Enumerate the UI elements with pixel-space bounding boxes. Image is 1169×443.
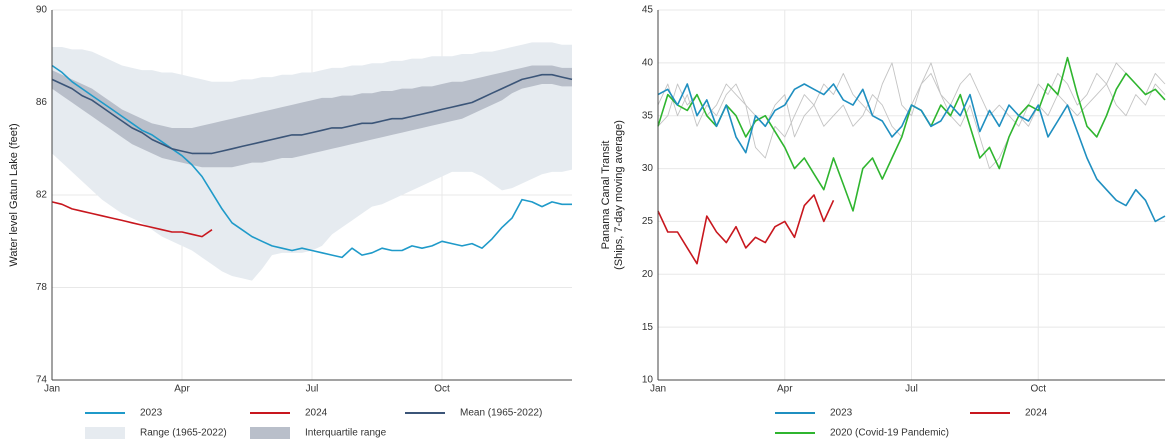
- legend-label: 2023: [830, 408, 853, 419]
- legend-label: Mean (1965-2022): [460, 408, 542, 419]
- series-line: [51, 73, 573, 155]
- series-line: [657, 62, 1166, 138]
- x-tick-label: Jan: [44, 384, 60, 395]
- x-tick-label: Apr: [777, 384, 793, 395]
- y-tick-label: 74: [36, 375, 48, 386]
- y-tick-label: 45: [642, 5, 654, 16]
- series-line: [657, 83, 1166, 223]
- y-tick-label: 30: [642, 163, 654, 174]
- y-tick-label: 86: [36, 97, 48, 108]
- y-tick-label: 25: [642, 216, 654, 227]
- y-tick-label: 10: [642, 375, 654, 386]
- legend-swatch: [85, 427, 125, 439]
- y-tick-label: 78: [36, 282, 48, 293]
- y-tick-label: 40: [642, 57, 654, 68]
- y-tick-label: 35: [642, 110, 654, 121]
- series-line: [657, 194, 835, 265]
- y-axis-label: (Ships, 7-day moving average): [613, 120, 625, 270]
- y-tick-label: 15: [642, 322, 654, 333]
- legend-label: 2024: [305, 408, 328, 419]
- legend-label: 2020 (Covid-19 Pandemic): [830, 428, 949, 439]
- legend-label: 2024: [1025, 408, 1048, 419]
- y-axis-label: Water level Gatun Lake (feet): [8, 123, 20, 266]
- x-tick-label: Jul: [306, 384, 319, 395]
- legend-label: Interquartile range: [305, 428, 387, 439]
- series-line: [51, 201, 213, 238]
- band-area: [52, 65, 572, 168]
- y-tick-label: 90: [36, 5, 48, 16]
- legend-label: Range (1965-2022): [140, 428, 227, 439]
- series-line: [51, 64, 572, 259]
- y-axis-label: Panama Canal Transit: [600, 141, 612, 250]
- y-tick-label: 20: [642, 269, 654, 280]
- legend-swatch: [250, 427, 290, 439]
- legend-label: 2023: [140, 408, 163, 419]
- x-tick-label: Oct: [1030, 384, 1046, 395]
- y-tick-label: 82: [36, 190, 48, 201]
- x-tick-label: Jul: [905, 384, 918, 395]
- x-tick-label: Oct: [434, 384, 450, 395]
- x-tick-label: Jan: [650, 384, 666, 395]
- x-tick-label: Apr: [174, 384, 190, 395]
